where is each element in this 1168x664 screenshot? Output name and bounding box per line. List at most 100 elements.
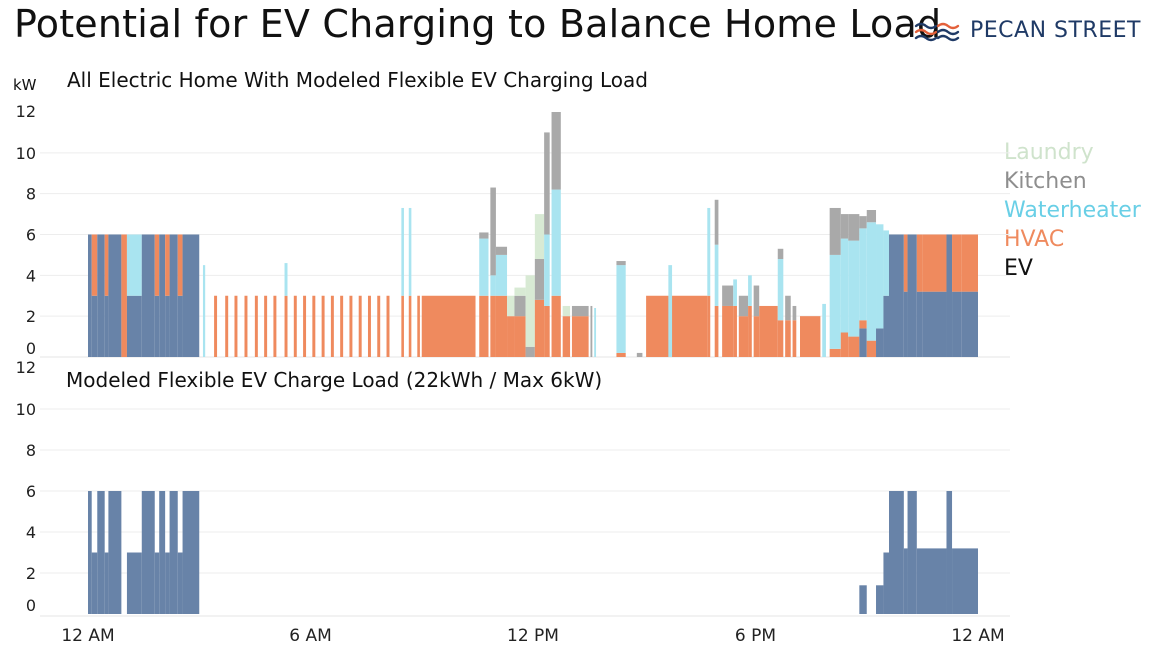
chart-2-area-ev xyxy=(97,491,105,614)
chart-1-area-kitchen xyxy=(534,259,545,300)
chart-2-y-tick-label: 0 xyxy=(26,596,36,615)
chart-1-area-laundry xyxy=(525,275,535,347)
chart-2-area-ev xyxy=(916,548,947,614)
chart-1-area-hvac xyxy=(571,316,589,357)
legend-item-kitchen: Kitchen xyxy=(1004,169,1087,194)
chart-1-areas xyxy=(88,112,978,357)
chart-1-area-ev xyxy=(126,295,142,357)
chart-1-area-hvac xyxy=(303,295,307,357)
chart-1-area-hvac xyxy=(495,295,508,357)
brand: PECAN STREET xyxy=(914,18,1141,43)
chart-1-area-hvac xyxy=(514,316,526,357)
pecan-street-logo-icon xyxy=(914,22,960,41)
chart-1-area-waterheater xyxy=(714,244,719,306)
chart-1-y-tick-label: 2 xyxy=(26,307,36,326)
chart-1-area-waterheater xyxy=(495,254,508,296)
chart-1-area-ev xyxy=(104,295,109,357)
chart-1-area-laundry xyxy=(514,287,526,296)
chart-1-area-hvac xyxy=(479,295,489,357)
chart-1-area-kitchen xyxy=(840,214,849,239)
chart-1-area-hvac xyxy=(377,295,381,357)
chart-1-area-kitchen xyxy=(859,216,867,229)
chart-2-area-ev xyxy=(883,552,889,614)
chart-1-area-hvac xyxy=(177,234,183,296)
legend-item-laundry: Laundry xyxy=(1004,140,1094,165)
chart-1-area-hvac xyxy=(214,295,218,357)
chart-1-area-ev xyxy=(961,291,978,357)
chart-1-area-hvac xyxy=(254,295,258,357)
legend-item-hvac: HVAC xyxy=(1004,227,1065,252)
chart-1-area-waterheater xyxy=(126,234,142,296)
chart-1-area-hvac xyxy=(753,316,760,357)
chart-1-area-hvac xyxy=(340,295,344,357)
chart-2-area-ev xyxy=(159,491,166,614)
chart-1-area-waterheater xyxy=(707,207,711,296)
chart-1-area-waterheater xyxy=(202,265,206,357)
chart-1-area-hvac xyxy=(321,295,325,357)
chart-1-area-hvac xyxy=(616,352,626,357)
chart-1-area-hvac xyxy=(421,295,476,357)
chart-2-area-ev xyxy=(903,548,908,614)
chart-1-area-kitchen xyxy=(551,112,561,190)
chart-2-area-ev xyxy=(907,491,917,614)
chart-1-area-ev xyxy=(916,291,923,357)
chart-1-area-hvac xyxy=(544,305,550,357)
chart-1-area-ev xyxy=(177,295,183,357)
chart-1-area-ev xyxy=(141,234,155,357)
chart-1-area-hvac xyxy=(733,305,737,357)
chart-1-area-hvac xyxy=(312,295,316,357)
chart-2-y-tick-label: 10 xyxy=(16,400,36,419)
x-tick-label: 6 PM xyxy=(735,626,776,646)
chart-1-area-kitchen xyxy=(792,305,797,321)
chart-2-y-tick-label: 8 xyxy=(26,441,36,460)
chart-1-y-tick-label: 8 xyxy=(26,185,36,204)
chart-1-area-waterheater xyxy=(490,275,496,296)
chart-1-area-kitchen xyxy=(571,305,589,317)
unit-label: kW xyxy=(13,76,37,94)
chart-2-area-ev xyxy=(165,552,170,614)
page-title: Potential for EV Charging to Balance Hom… xyxy=(14,2,942,46)
chart-2-grid xyxy=(40,408,1010,617)
chart-1-area-waterheater xyxy=(876,224,884,329)
chart-1-area-waterheater xyxy=(748,275,752,306)
chart-2-y-tick-label: 6 xyxy=(26,482,36,501)
chart-1-area-hvac xyxy=(840,332,849,357)
chart-1-area-hvac xyxy=(785,320,791,357)
chart-1-area-kitchen xyxy=(544,132,550,235)
x-tick-label: 12 AM xyxy=(951,626,1004,646)
x-tick-label: 12 AM xyxy=(61,626,114,646)
chart-1-area-waterheater xyxy=(822,303,826,357)
chart-2-area-ev xyxy=(182,491,200,614)
chart-1-area-kitchen xyxy=(722,285,734,306)
chart-1-y-tick-label: 10 xyxy=(16,144,36,163)
chart-1-area-hvac xyxy=(507,316,515,357)
chart-1-area-kitchen xyxy=(495,246,508,255)
chart-1-area-hvac xyxy=(777,320,784,357)
chart-1-area-hvac xyxy=(284,295,288,357)
chart-1-area-hvac xyxy=(234,295,238,357)
chart-1-area-ev xyxy=(922,291,947,357)
chart-1-y-tick-label: 6 xyxy=(26,226,36,245)
chart-1-area-waterheater xyxy=(544,234,550,306)
chart-1-area-waterheater xyxy=(668,265,673,357)
chart-1-area-ev xyxy=(154,295,160,357)
chart-1-area-hvac xyxy=(386,295,390,357)
chart-2-area-ev xyxy=(859,585,867,614)
chart-1-area-ev xyxy=(169,234,178,357)
chart-2-area-ev xyxy=(889,491,904,614)
chart-1-area-hvac xyxy=(562,316,571,357)
chart-1-area-hvac xyxy=(707,295,711,357)
chart-1-area-hvac xyxy=(829,348,841,357)
chart-1-area-hvac xyxy=(165,234,170,296)
chart-1-area-ev xyxy=(108,234,122,357)
chart-1-area-hvac xyxy=(848,336,860,357)
chart-1-area-ev xyxy=(159,234,166,357)
chart-1-area-hvac xyxy=(490,295,496,357)
chart-2-area-ev xyxy=(108,491,122,614)
chart-1-area-kitchen xyxy=(738,295,749,317)
chart-1-area-waterheater xyxy=(616,265,626,353)
chart-1-area-ev xyxy=(889,234,904,357)
chart-1-area-kitchen xyxy=(616,261,626,266)
chart-1-area-waterheater xyxy=(859,228,867,321)
